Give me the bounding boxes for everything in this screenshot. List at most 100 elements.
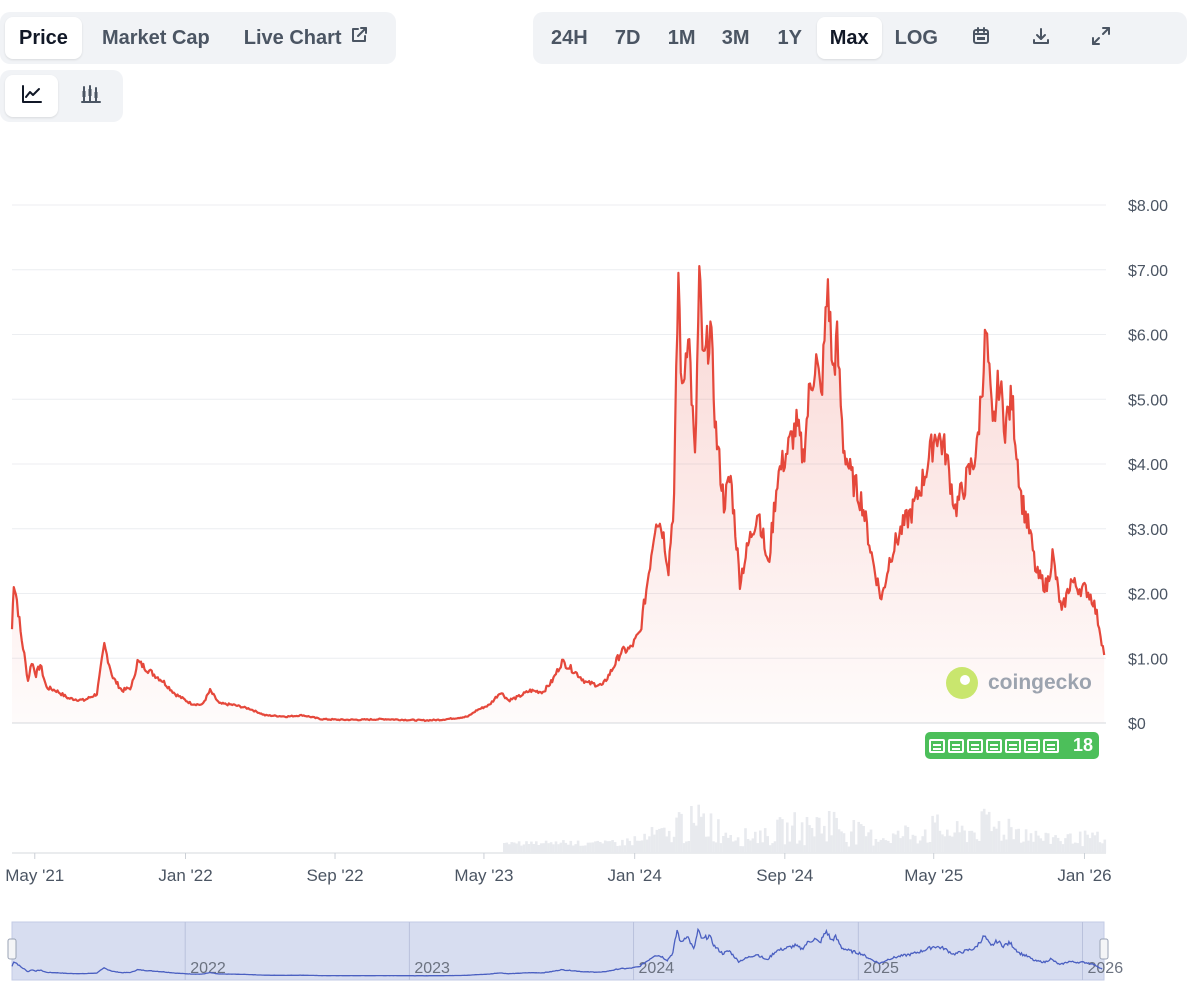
volume-bar [800,822,804,853]
volume-bar [643,833,646,853]
volume-bar [623,845,627,853]
news-markers[interactable]: 18 [925,732,1099,759]
volume-bar [594,841,597,853]
volume-bar [788,841,792,853]
volume-bar [552,844,555,853]
navigator-window[interactable] [11,921,1105,981]
coingecko-watermark: coingecko [946,667,1092,699]
volume-bar [645,839,649,853]
range-24h-button[interactable]: 24H [551,26,588,49]
coingecko-logo-icon [946,667,978,699]
volume-bar [896,830,900,853]
volume-bar [591,842,595,853]
navigator-handle-left[interactable] [7,938,17,960]
volume-bar [613,842,617,853]
volume-bar [864,836,868,853]
x-tick-label: May '21 [5,866,64,885]
external-link-icon [350,26,368,50]
navigator-line [11,927,1103,977]
volume-bar [648,836,651,853]
volume-bar [562,840,565,853]
volume-bar [823,825,826,853]
volume-bar [692,822,696,853]
volume-bar [827,811,831,853]
volume-bar [1034,830,1038,853]
volume-bar [982,808,986,853]
y-tick-label: $8.00 [1128,198,1168,215]
volume-bar [773,841,777,853]
volume-bar [842,833,846,853]
volume-bar [882,838,885,853]
candlestick-button[interactable] [64,75,117,117]
volume-bar [569,840,573,853]
volume-bar [586,842,590,853]
volume-bar [987,811,991,853]
tab-price[interactable]: Price [5,17,82,59]
volume-bar [547,843,550,853]
volume-bar [601,843,605,853]
navigator-handle-right[interactable] [1099,938,1109,960]
log-scale-button[interactable]: LOG [894,26,938,49]
tab-market-cap[interactable]: Market Cap [88,17,224,59]
volume-bar [847,846,851,853]
expand-icon [1090,25,1112,52]
volume-bar [1061,844,1065,853]
volume-bar [1076,843,1080,853]
download-button[interactable] [1011,17,1071,59]
volume-bar [736,837,740,853]
volume-bar [783,844,787,853]
range-3m-button[interactable]: 3M [721,26,750,49]
volume-bar [581,845,585,853]
volume-bar [995,828,998,853]
volume-bar [808,825,811,853]
volume-bar [687,841,691,853]
price-line [10,265,1106,723]
range-7d-button[interactable]: 7D [614,26,641,49]
volume-bar [537,845,541,853]
volume-bar [704,836,708,853]
volume-bar [685,841,688,853]
volume-bar [968,830,971,853]
volume-bar [798,840,801,853]
y-tick-label: $3.00 [1128,522,1168,539]
tab-live-chart[interactable]: Live Chart [230,17,382,59]
volume-bar [810,828,814,853]
navigator-label: 2023 [414,960,450,977]
line-chart-button[interactable] [5,75,58,117]
volume-bar [1010,827,1013,853]
volume-bar [507,844,511,853]
volume-bar [948,835,952,853]
volume-bar [606,841,609,853]
volume-bar [690,806,693,853]
volume-bar [739,846,742,853]
volume-bar [1024,829,1028,853]
volume-bar [544,840,548,853]
volume-bar [916,843,920,853]
volume-bar [891,833,895,853]
x-tick-label: Sep '24 [756,866,813,885]
volume-bar [820,833,824,853]
volume-bar [510,842,513,853]
volume-bar [867,832,870,853]
volume-bar [1074,842,1077,853]
range-1y-button[interactable]: 1Y [777,26,802,49]
volume-bar [608,841,612,853]
volume-bar [756,843,760,853]
volume-bar [845,842,848,853]
volume-bar [554,841,558,853]
volume-bar [1059,841,1062,853]
volume-bar [943,836,947,853]
volume-bar [1042,840,1045,853]
range-max-button[interactable]: Max [816,17,882,59]
volume-bar [926,842,929,853]
volume-bar [923,829,927,853]
news-icon [967,738,983,753]
volume-bar [522,844,526,853]
volume-bar [950,836,954,853]
volume-bar [887,840,890,853]
range-1m-button[interactable]: 1M [667,26,696,49]
calendar-button[interactable] [951,17,1011,59]
volume-bar [677,812,681,853]
fullscreen-button[interactable] [1071,17,1131,59]
